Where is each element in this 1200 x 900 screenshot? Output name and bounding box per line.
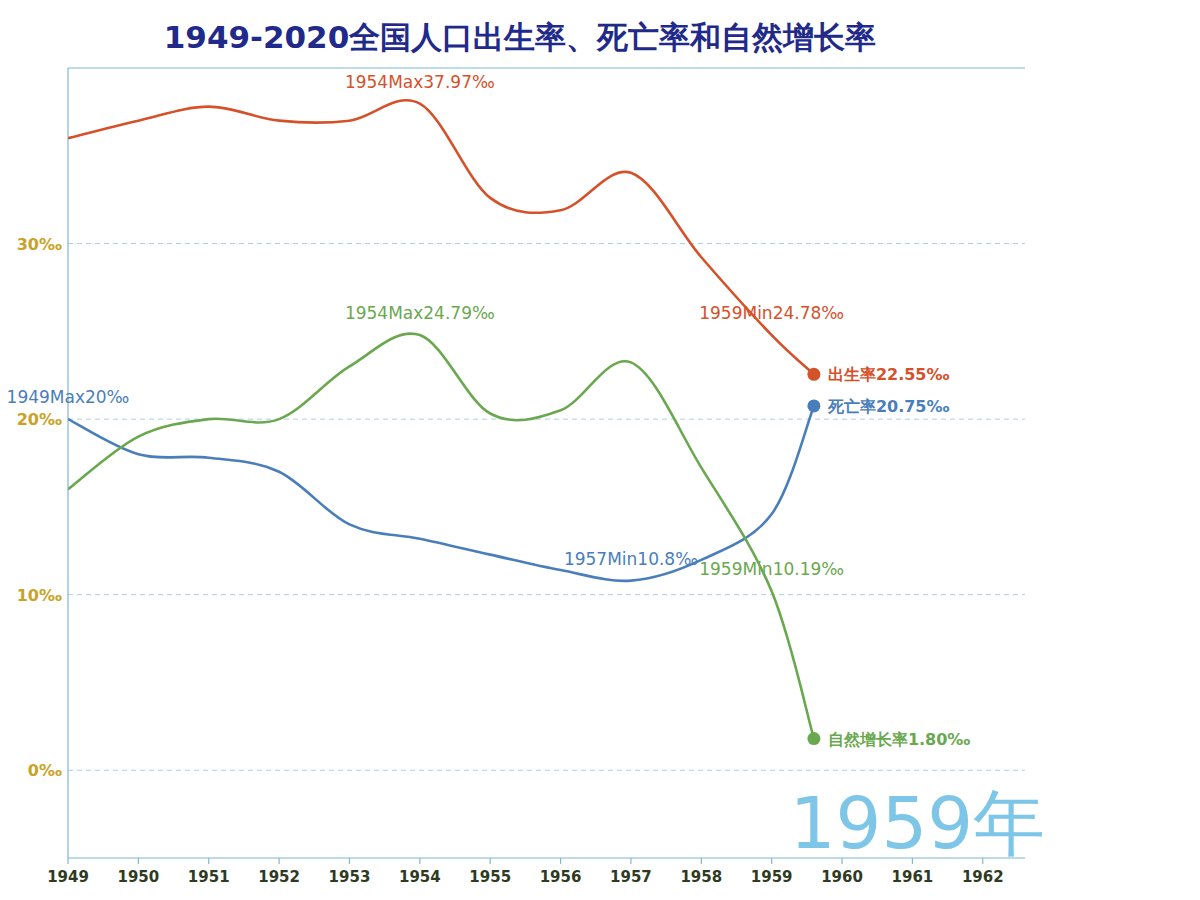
y-tick-label: 10‰	[17, 586, 62, 605]
end-marker	[807, 368, 820, 381]
grid-line	[68, 243, 1025, 244]
annotation: 1957Min10.8‰	[564, 549, 698, 569]
grid-line	[68, 594, 1025, 595]
value-label: 1.80‰	[908, 730, 971, 749]
title: 1949-2020全国人口出生率、死亡率和自然增长率	[164, 19, 876, 55]
x-tick-label: 1953	[329, 868, 371, 886]
x-tick	[560, 858, 561, 864]
annotation: 1949Max20‰	[7, 387, 130, 407]
x-tick	[208, 858, 209, 864]
series-line	[68, 406, 814, 581]
x-tick-label: 1954	[399, 868, 441, 886]
end-label: 出生率22.55‰	[828, 365, 950, 384]
x-tick	[490, 858, 491, 864]
end-label: 自然增长率1.80‰	[828, 730, 971, 749]
x-tick	[279, 858, 280, 864]
chart: 1949-2020全国人口出生率、死亡率和自然增长率 0‰ 10‰ 20‰ 30‰ 194…	[0, 0, 1200, 900]
x-tick-label: 1949	[47, 868, 89, 886]
value-label: 20.75‰	[876, 397, 950, 416]
x-tick-label: 1950	[117, 868, 159, 886]
x-tick-label: 1951	[188, 868, 230, 886]
y-tick-label: 20‰	[17, 410, 62, 429]
y-axis	[67, 68, 68, 858]
x-tick-label: 1955	[469, 868, 511, 886]
series-name: 出生率	[828, 365, 876, 384]
x-tick	[419, 858, 420, 864]
x-tick-label: 1957	[610, 868, 652, 886]
end-marker	[807, 399, 820, 412]
annotation: 1959Min24.78‰	[699, 303, 844, 323]
x-tick	[67, 858, 68, 864]
x-tick	[630, 858, 631, 864]
x-tick-label: 1962	[962, 868, 1004, 886]
x-tick	[771, 858, 772, 864]
x-tick-label: 1952	[258, 868, 300, 886]
x-tick-label: 1959	[751, 868, 793, 886]
grid-line	[68, 770, 1025, 771]
series-name: 自然增长率	[828, 730, 908, 749]
annotation: 1954Max24.79‰	[345, 303, 495, 323]
series-name: 死亡率	[827, 397, 876, 416]
annotation: 1954Max37.97‰	[345, 72, 495, 92]
end-label: 死亡率20.75‰	[827, 397, 950, 416]
y-tick-label: 0‰	[28, 761, 62, 780]
annotation: 1959Min10.19‰	[699, 559, 844, 579]
x-tick-label: 1960	[821, 868, 863, 886]
end-marker	[807, 732, 820, 745]
series-line	[68, 100, 814, 374]
x-tick-label: 1961	[892, 868, 934, 886]
x-tick	[138, 858, 139, 864]
value-label: 22.55‰	[876, 365, 950, 384]
x-tick	[701, 858, 702, 864]
x-tick	[349, 858, 350, 864]
watermark: 1959年	[790, 781, 1045, 865]
x-tick-label: 1956	[540, 868, 582, 886]
top-line	[68, 67, 1025, 68]
plot-area	[68, 100, 820, 745]
series-line	[68, 334, 814, 739]
x-tick-label: 1958	[680, 868, 722, 886]
y-tick-label: 30‰	[17, 235, 62, 254]
